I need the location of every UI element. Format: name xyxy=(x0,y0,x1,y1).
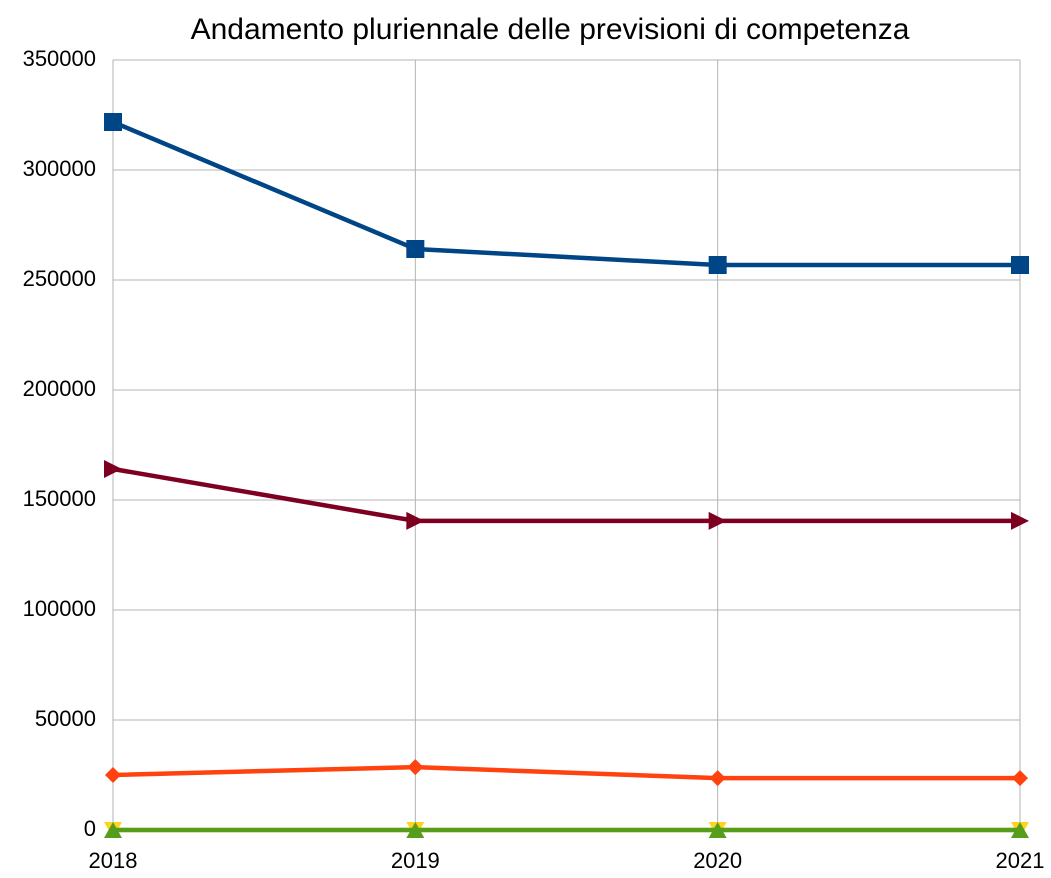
series-marker xyxy=(708,256,727,275)
series-marker xyxy=(407,759,424,776)
series-marker xyxy=(406,239,425,258)
series-marker xyxy=(1011,822,1029,838)
series-marker xyxy=(1012,770,1028,787)
series-marker xyxy=(104,113,122,132)
y-tick-label: 350000 xyxy=(23,46,96,71)
series-marker xyxy=(104,459,122,478)
y-tick-label: 150000 xyxy=(23,486,96,511)
x-tick-label: 2021 xyxy=(996,848,1045,873)
series-line xyxy=(112,466,1020,524)
series-marker xyxy=(406,822,425,838)
series-marker xyxy=(406,511,425,530)
series-marker xyxy=(104,822,122,838)
series-marker xyxy=(1011,256,1029,275)
y-tick-label: 0 xyxy=(84,816,96,841)
series-line xyxy=(112,764,1020,781)
series-marker xyxy=(105,767,121,783)
y-tick-label: 250000 xyxy=(23,266,96,291)
x-tick-label: 2018 xyxy=(89,848,138,873)
series-marker xyxy=(708,511,727,530)
series-marker xyxy=(709,770,726,787)
y-tick-label: 100000 xyxy=(23,596,96,621)
y-tick-label: 200000 xyxy=(23,376,96,401)
x-tick-label: 2019 xyxy=(391,848,440,873)
series-marker xyxy=(708,822,727,838)
series-line xyxy=(112,119,1020,268)
series-marker xyxy=(1011,511,1029,530)
chart-title: Andamento pluriennale delle previsioni d… xyxy=(191,13,910,46)
y-tick-label: 50000 xyxy=(35,706,96,731)
x-tick-label: 2020 xyxy=(693,848,742,873)
y-tick-label: 300000 xyxy=(23,156,96,181)
